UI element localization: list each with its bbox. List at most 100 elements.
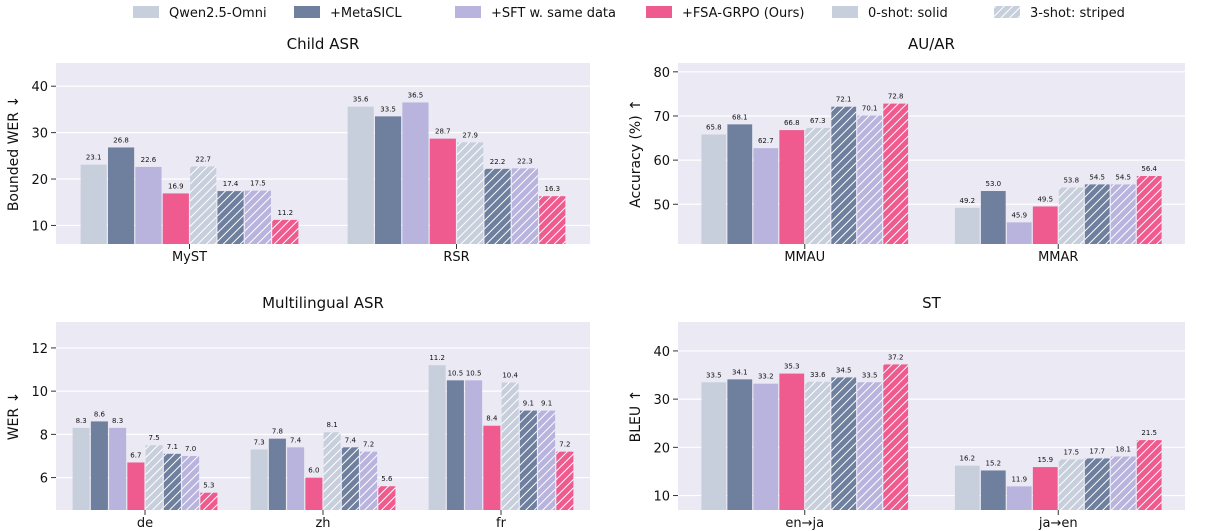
bar-value-label: 22.6 bbox=[141, 156, 157, 164]
bar bbox=[519, 410, 537, 510]
bar-value-label: 66.8 bbox=[784, 119, 800, 127]
x-tick-label: zh bbox=[315, 516, 330, 531]
bar-value-label: 28.7 bbox=[435, 128, 451, 136]
bar-value-label: 35.3 bbox=[784, 363, 800, 371]
bar-value-label: 7.0 bbox=[185, 445, 196, 453]
bar bbox=[753, 148, 779, 244]
legend-label: 0-shot: solid bbox=[868, 6, 948, 21]
bar bbox=[360, 451, 378, 510]
bar-value-label: 34.5 bbox=[836, 366, 852, 374]
chart-title: Child ASR bbox=[287, 35, 360, 53]
bar bbox=[779, 373, 805, 510]
bar-value-label: 26.8 bbox=[113, 136, 129, 144]
bar bbox=[80, 164, 107, 244]
legend-label: +MetaSICL bbox=[330, 6, 402, 21]
bar bbox=[1058, 459, 1084, 510]
bar-value-label: 33.6 bbox=[810, 371, 826, 379]
x-tick-label: en→ja bbox=[785, 516, 824, 531]
bar bbox=[109, 427, 127, 510]
chart-panel: 6 8 10 12 Multilingual ASR WER ↓ 8.3 8.6 8.3 6.7 7… bbox=[6, 294, 590, 531]
bar bbox=[1110, 184, 1136, 244]
bar-value-label: 72.1 bbox=[836, 96, 852, 104]
bar-value-label: 33.5 bbox=[380, 105, 396, 113]
chart-title: ST bbox=[922, 294, 942, 312]
legend-label: 3-shot: striped bbox=[1030, 6, 1125, 21]
y-tick-label: 10 bbox=[31, 219, 48, 234]
bar bbox=[428, 365, 446, 510]
y-axis-label: Accuracy (%) ↑ bbox=[628, 99, 644, 208]
bar-value-label: 72.8 bbox=[888, 93, 904, 101]
bar bbox=[883, 364, 909, 510]
y-tick-label: 80 bbox=[653, 66, 670, 81]
bar-value-label: 56.4 bbox=[1141, 165, 1157, 173]
bar bbox=[805, 381, 831, 510]
y-tick-label: 10 bbox=[31, 385, 48, 400]
y-axis-label: BLEU ↑ bbox=[628, 390, 644, 443]
bar-value-label: 37.2 bbox=[888, 353, 904, 361]
bar bbox=[501, 382, 519, 510]
legend-label: +SFT w. same data bbox=[491, 6, 616, 21]
bar-value-label: 65.8 bbox=[706, 124, 722, 132]
bar-value-label: 17.5 bbox=[1063, 448, 1079, 456]
bar bbox=[1136, 440, 1162, 510]
legend-swatch bbox=[646, 6, 672, 18]
bar bbox=[107, 147, 135, 244]
bar bbox=[727, 124, 753, 244]
legend-swatch bbox=[133, 6, 159, 18]
bar-value-label: 11.2 bbox=[429, 354, 445, 362]
y-tick-label: 12 bbox=[31, 342, 48, 357]
bar-value-label: 8.6 bbox=[94, 410, 106, 418]
x-tick-label: MMAU bbox=[784, 250, 825, 265]
bar bbox=[145, 445, 163, 510]
x-tick-label: de bbox=[137, 516, 153, 531]
bar bbox=[190, 166, 217, 244]
bar-value-label: 7.5 bbox=[149, 434, 160, 442]
bar-value-label: 67.3 bbox=[810, 117, 826, 125]
chart-panel: 50 60 70 80 AU/AR Accuracy (%) ↑ 65.8 68.1 62.7 6… bbox=[628, 35, 1185, 265]
bar-value-label: 7.4 bbox=[290, 436, 302, 444]
bar bbox=[1084, 458, 1110, 510]
chart-panel: 10 20 30 40 ST BLEU ↑ 33.5 34.1 33.2 35.3 33.6 34.5… bbox=[628, 294, 1185, 531]
y-tick-label: 70 bbox=[653, 110, 670, 125]
legend-swatch bbox=[994, 6, 1020, 18]
bar bbox=[244, 190, 272, 244]
x-tick-label: MyST bbox=[172, 250, 207, 265]
bar bbox=[72, 427, 90, 510]
bar-value-label: 8.4 bbox=[486, 415, 498, 423]
legend-swatch bbox=[832, 6, 858, 18]
bar-value-label: 36.5 bbox=[408, 91, 424, 99]
legend: Qwen2.5-Omni +MetaSICL +SFT w. same data +F… bbox=[133, 6, 1125, 21]
y-tick-label: 40 bbox=[31, 80, 48, 95]
legend-item: +MetaSICL bbox=[294, 6, 402, 21]
chart-panels: 10 20 30 40 Child ASR Bounded WER ↓ 23.1 26.8 22… bbox=[6, 35, 1185, 531]
bar bbox=[402, 102, 429, 244]
bar bbox=[980, 191, 1006, 244]
x-tick-label: ja→en bbox=[1038, 516, 1078, 531]
x-tick-label: fr bbox=[496, 516, 507, 531]
plot-area bbox=[56, 322, 590, 510]
bar bbox=[484, 168, 511, 244]
bar bbox=[1032, 206, 1058, 244]
bar bbox=[727, 379, 753, 510]
bar-value-label: 16.3 bbox=[544, 185, 560, 193]
y-tick-label: 10 bbox=[653, 490, 670, 505]
bar bbox=[341, 447, 359, 510]
bar bbox=[883, 103, 909, 245]
bar-value-label: 53.0 bbox=[985, 180, 1001, 188]
bar bbox=[857, 115, 883, 244]
bar-value-label: 7.3 bbox=[254, 438, 265, 446]
bar bbox=[954, 465, 980, 510]
bar-value-label: 33.5 bbox=[706, 371, 722, 379]
bar-value-label: 70.1 bbox=[862, 105, 878, 113]
bar bbox=[1006, 222, 1032, 244]
bar bbox=[127, 462, 145, 510]
legend-label: +FSA-GRPO (Ours) bbox=[682, 6, 804, 21]
bar-value-label: 15.2 bbox=[985, 459, 1001, 467]
y-tick-label: 8 bbox=[40, 428, 48, 443]
bar-value-label: 62.7 bbox=[758, 137, 774, 145]
y-tick-label: 50 bbox=[653, 198, 670, 213]
legend-item: +SFT w. same data bbox=[455, 6, 616, 21]
bar-value-label: 17.4 bbox=[223, 180, 239, 188]
bar bbox=[135, 166, 162, 244]
